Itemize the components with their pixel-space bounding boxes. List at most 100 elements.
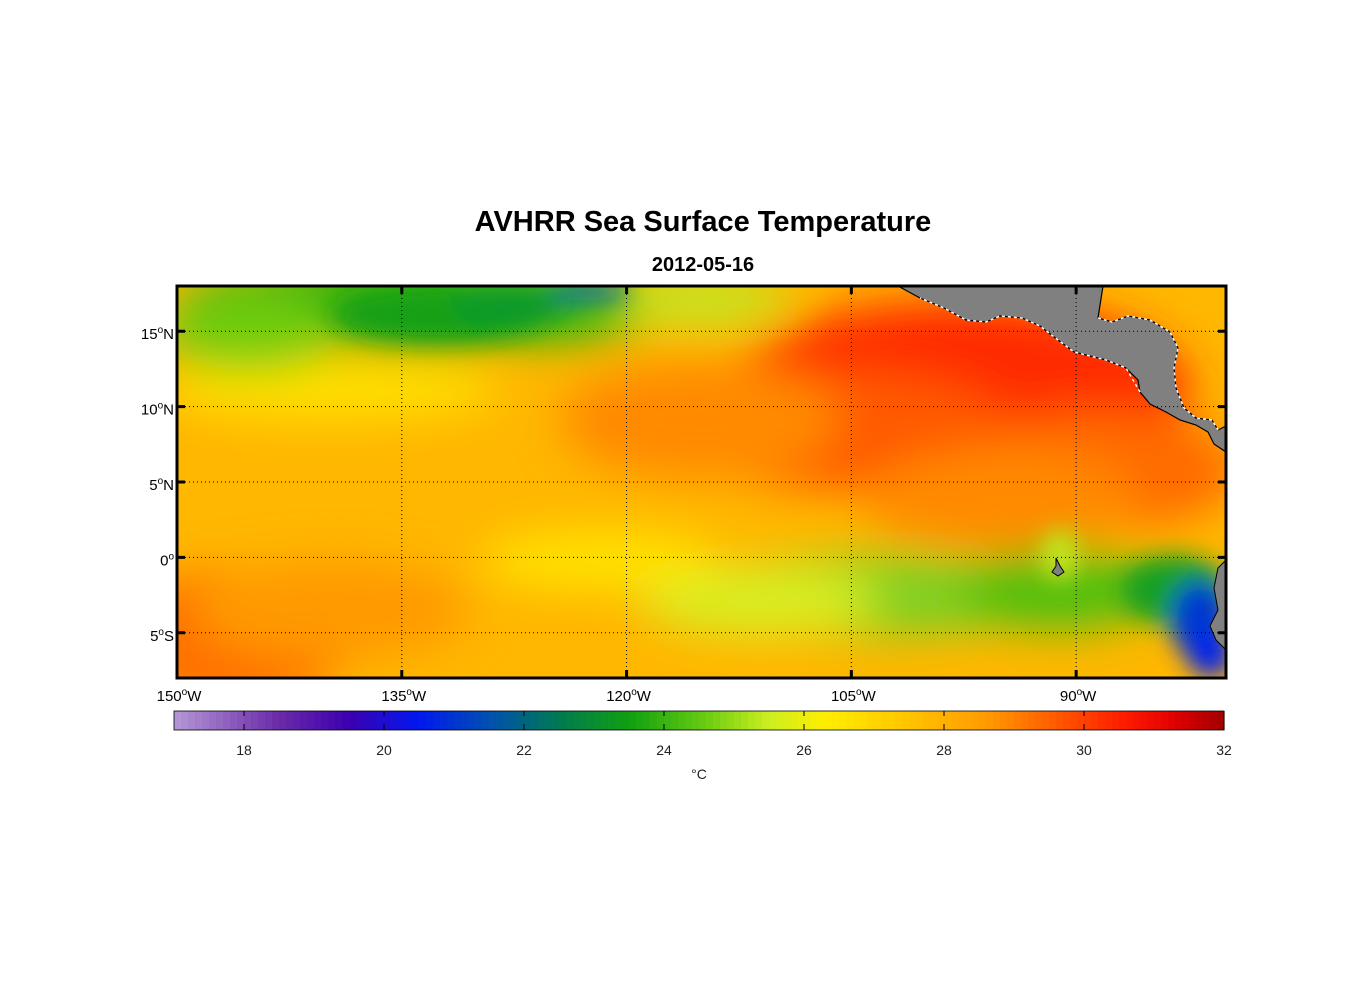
colorbar-swatch — [650, 711, 658, 730]
colorbar-swatch — [930, 711, 938, 730]
colorbar-swatch — [377, 711, 385, 730]
colorbar-tick-label: 24 — [656, 742, 672, 758]
colorbar-swatch — [279, 711, 287, 730]
colorbar-swatch — [426, 711, 434, 730]
colorbar-swatch — [1049, 711, 1057, 730]
colorbar-frame — [173, 710, 1225, 731]
colorbar-swatch — [223, 711, 231, 730]
colorbar-swatch — [531, 711, 539, 730]
colorbar-swatch — [783, 711, 791, 730]
colorbar-swatch — [1084, 711, 1092, 730]
colorbar-swatch — [720, 711, 728, 730]
colorbar-swatch — [559, 711, 567, 730]
colorbar-swatch — [923, 711, 931, 730]
colorbar-swatch — [1203, 711, 1211, 730]
colorbar-swatch — [517, 711, 525, 730]
colorbar-swatch — [272, 711, 280, 730]
colorbar-swatch — [580, 711, 588, 730]
colorbar-swatch — [804, 711, 812, 730]
colorbar-swatch — [1000, 711, 1008, 730]
colorbar-swatch — [265, 711, 273, 730]
colorbar-swatch — [979, 711, 987, 730]
colorbar-swatch — [342, 711, 350, 730]
colorbar-swatch — [622, 711, 630, 730]
colorbar-swatch — [468, 711, 476, 730]
colorbar-swatch — [538, 711, 546, 730]
colorbar-swatch — [209, 711, 217, 730]
colorbar-swatch — [1126, 711, 1134, 730]
colorbar-ticks — [243, 711, 1225, 730]
colorbar-swatch — [300, 711, 308, 730]
colorbar — [174, 711, 1225, 730]
lon-labels: 150oW 135oW 120oW 105oW 90oW — [157, 687, 1098, 705]
colorbar-swatch — [573, 711, 581, 730]
colorbar-swatch — [727, 711, 735, 730]
colorbar-swatch — [1028, 711, 1036, 730]
colorbar-swatch — [1140, 711, 1148, 730]
colorbar-swatch — [1091, 711, 1099, 730]
colorbar-swatch — [832, 711, 840, 730]
colorbar-swatch — [174, 711, 182, 730]
colorbar-swatch — [293, 711, 301, 730]
lat-label-5s: 5oS — [150, 627, 174, 645]
colorbar-swatch — [699, 711, 707, 730]
colorbar-swatch — [867, 711, 875, 730]
colorbar-swatch — [188, 711, 196, 730]
lat-label-0: 0o — [160, 551, 174, 569]
colorbar-swatch — [951, 711, 959, 730]
colorbar-swatch — [1056, 711, 1064, 730]
colorbar-tick-labels: 18 20 22 24 26 28 30 32 — [236, 742, 1232, 758]
colorbar-swatch — [797, 711, 805, 730]
colorbar-swatch — [545, 711, 553, 730]
colorbar-unit: °C — [691, 766, 707, 782]
colorbar-swatch — [909, 711, 917, 730]
colorbar-swatch — [1007, 711, 1015, 730]
colorbar-swatch — [839, 711, 847, 730]
colorbar-swatch — [349, 711, 357, 730]
colorbar-swatch — [1014, 711, 1022, 730]
colorbar-swatch — [1182, 711, 1190, 730]
colorbar-swatch — [391, 711, 399, 730]
colorbar-swatch — [1112, 711, 1120, 730]
colorbar-swatch — [811, 711, 819, 730]
colorbar-swatch — [216, 711, 224, 730]
colorbar-tick-label: 22 — [516, 742, 532, 758]
colorbar-swatch — [776, 711, 784, 730]
colorbar-swatch — [958, 711, 966, 730]
colorbar-swatch — [1119, 711, 1127, 730]
colorbar-swatch — [307, 711, 315, 730]
colorbar-swatch — [1021, 711, 1029, 730]
colorbar-swatch — [1210, 711, 1218, 730]
lon-label-90w: 90oW — [1060, 687, 1097, 705]
colorbar-swatch — [643, 711, 651, 730]
colorbar-tick-label: 32 — [1216, 742, 1232, 758]
colorbar-tick-label: 28 — [936, 742, 952, 758]
colorbar-swatch — [524, 711, 532, 730]
colorbar-swatch — [482, 711, 490, 730]
colorbar-swatch — [713, 711, 721, 730]
colorbar-swatch — [818, 711, 826, 730]
colorbar-swatch — [321, 711, 329, 730]
lat-label-15n: 15oN — [141, 325, 174, 343]
colorbar-swatch — [1147, 711, 1155, 730]
colorbar-swatch — [1189, 711, 1197, 730]
lat-labels: 15oN 10oN 5oN 0o 5oS — [141, 325, 175, 645]
colorbar-swatch — [363, 711, 371, 730]
colorbar-swatch — [251, 711, 259, 730]
colorbar-swatch — [419, 711, 427, 730]
colorbar-swatch — [1035, 711, 1043, 730]
colorbar-swatch — [503, 711, 511, 730]
colorbar-swatch — [601, 711, 609, 730]
chart-title: AVHRR Sea Surface Temperature — [474, 206, 932, 238]
colorbar-swatch — [1133, 711, 1141, 730]
lon-label-135w: 135oW — [381, 687, 427, 705]
colorbar-tick-label: 18 — [236, 742, 252, 758]
colorbar-swatch — [874, 711, 882, 730]
colorbar-swatch — [384, 711, 392, 730]
colorbar-swatch — [1196, 711, 1204, 730]
lat-label-10n: 10oN — [141, 401, 174, 419]
colorbar-swatch — [748, 711, 756, 730]
colorbar-swatch — [790, 711, 798, 730]
colorbar-swatch — [685, 711, 693, 730]
